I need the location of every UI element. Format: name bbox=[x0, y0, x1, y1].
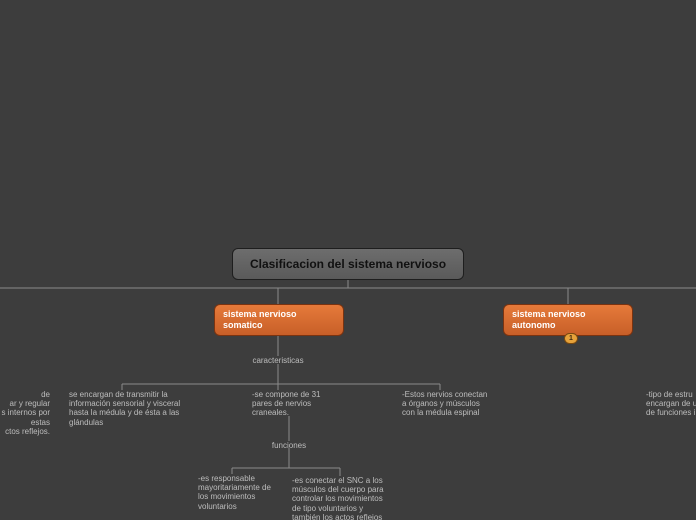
label-funciones: funciones bbox=[268, 441, 310, 450]
edge-right-text: -tipo de estru encargan de u de funcione… bbox=[646, 390, 696, 418]
label-c2: -se compone de 31 pares de nervios crane… bbox=[252, 390, 322, 418]
label-f1: -es responsable mayoritariamente de los … bbox=[198, 474, 273, 511]
label-c1: se encargan de transmitir la información… bbox=[69, 390, 189, 427]
branch-autonomo-label: sistema nervioso autonomo bbox=[512, 309, 586, 330]
branch-somatico[interactable]: sistema nervioso somatico bbox=[214, 304, 344, 336]
edge-left-text: de ar y regular s internos por estas cto… bbox=[0, 390, 50, 436]
label-f2: -es conectar el SNC a los músculos del c… bbox=[292, 476, 387, 520]
label-caracteristicas: caracteristicas bbox=[248, 356, 308, 365]
root-node[interactable]: Clasificacion del sistema nervioso bbox=[232, 248, 464, 280]
branch-autonomo[interactable]: sistema nervioso autonomo bbox=[503, 304, 633, 336]
root-label: Clasificacion del sistema nervioso bbox=[250, 257, 446, 271]
badge-count[interactable]: 1 bbox=[564, 333, 578, 344]
branch-somatico-label: sistema nervioso somatico bbox=[223, 309, 297, 330]
label-c3: -Estos nervios conectan a órganos y músc… bbox=[402, 390, 492, 418]
